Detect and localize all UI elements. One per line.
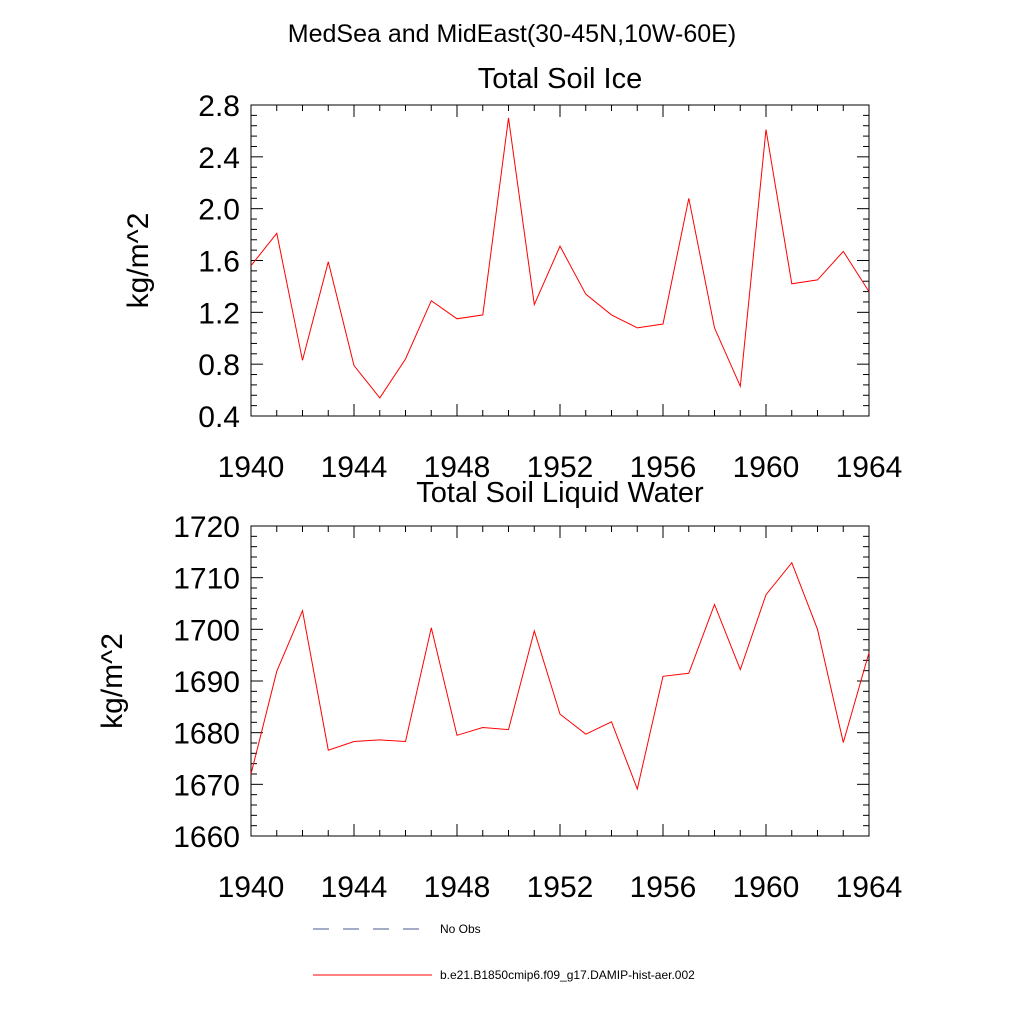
chart-title: Total Soil Liquid Water: [416, 477, 704, 509]
y-tick-label: 1670: [173, 769, 240, 802]
legend-label: b.e21.B1850cmip6.f09_g17.DAMIP-hist-aer.…: [440, 968, 695, 982]
x-tick-label: 1944: [321, 451, 388, 484]
legend-label: No Obs: [440, 922, 481, 936]
x-tick-label: 1940: [218, 871, 285, 904]
y-tick-label: 1700: [173, 614, 240, 647]
y-tick-label: 2.8: [198, 90, 240, 123]
y-tick-label: 1660: [173, 821, 240, 854]
y-tick-label: 2.0: [198, 194, 240, 227]
x-tick-label: 1964: [836, 871, 903, 904]
plot-frame: [250, 104, 870, 417]
x-tick-label: 1956: [630, 871, 697, 904]
y-tick-label: 1720: [173, 511, 240, 544]
x-tick-label: 1940: [218, 451, 285, 484]
plot-frame: [250, 525, 870, 837]
series-line-1: [250, 561, 870, 791]
chart-title: Total Soil Ice: [478, 63, 642, 95]
y-axis-label: kg/m^2: [96, 633, 129, 729]
y-tick-label: 0.8: [198, 349, 240, 382]
y-axis-label: kg/m^2: [122, 213, 155, 309]
x-tick-label: 1956: [630, 451, 697, 484]
y-tick-label: 2.4: [198, 142, 240, 175]
y-tick-label: 0.4: [198, 401, 240, 434]
x-tick-label: 1944: [321, 871, 388, 904]
y-tick-label: 1.2: [198, 297, 240, 330]
x-tick-label: 1964: [836, 451, 903, 484]
x-tick-label: 1948: [424, 451, 491, 484]
x-tick-label: 1960: [733, 871, 800, 904]
legend: No Obs b.e21.B1850cmip6.f09_g17.DAMIP-his…: [313, 922, 695, 982]
x-tick-label: 1952: [527, 451, 594, 484]
y-tick-label: 1690: [173, 666, 240, 699]
chart-panel-1: Total Soil Ice kg/m^2 1940 1944 1948 1952 1956…: [122, 63, 902, 484]
panels: Total Soil Ice kg/m^2 1940 1944 1948 1952 1956…: [96, 63, 902, 904]
y-tick-label: 1680: [173, 718, 240, 751]
legend-item: b.e21.B1850cmip6.f09_g17.DAMIP-hist-aer.…: [313, 968, 695, 982]
chart-panel-2: Total Soil Liquid Water kg/m^2 1940 1944 194…: [96, 477, 902, 904]
y-tick-label: 1710: [173, 563, 240, 596]
legend-item: No Obs: [313, 922, 481, 936]
x-tick-label: 1960: [733, 451, 800, 484]
x-tick-label: 1948: [424, 871, 491, 904]
x-tick-label: 1952: [527, 871, 594, 904]
series-line-1: [250, 117, 870, 399]
y-tick-label: 1.6: [198, 246, 240, 279]
figure-title: MedSea and MidEast(30-45N,10W-60E): [288, 20, 736, 48]
